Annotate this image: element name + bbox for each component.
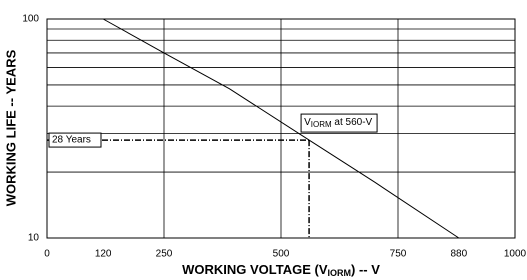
x-tick-label: 750 (390, 249, 407, 260)
x-tick-label: 250 (156, 249, 173, 260)
point-label-part: V (304, 117, 311, 128)
x-tick-label: 500 (273, 249, 290, 260)
data-line (102, 18, 460, 239)
point-label-part: at 560-V (332, 117, 373, 128)
x-tick-label: 0 (44, 249, 50, 260)
point-label: VIORM at 560-V (304, 117, 372, 129)
x-tick-label: 1000 (504, 249, 527, 260)
reference-label: 28 Years (52, 135, 91, 146)
point-label-part: IORM (311, 120, 332, 129)
label-box (300, 113, 378, 133)
x-tick-label: 880 (450, 249, 467, 260)
x-title-part: WORKING VOLTAGE (V (182, 262, 328, 277)
y-tick-label: 10 (28, 233, 40, 244)
x-title-part: ) -- V (351, 262, 380, 277)
plot-frame (46, 18, 516, 239)
y-tick-label: 100 (22, 14, 39, 25)
x-axis-title: WORKING VOLTAGE (VIORM) -- V (182, 262, 380, 278)
x-tick-label: 120 (95, 249, 112, 260)
y-axis-title: WORKING LIFE -- YEARS (3, 49, 18, 206)
label-box (48, 132, 102, 148)
x-title-sub: IORM (328, 268, 352, 278)
